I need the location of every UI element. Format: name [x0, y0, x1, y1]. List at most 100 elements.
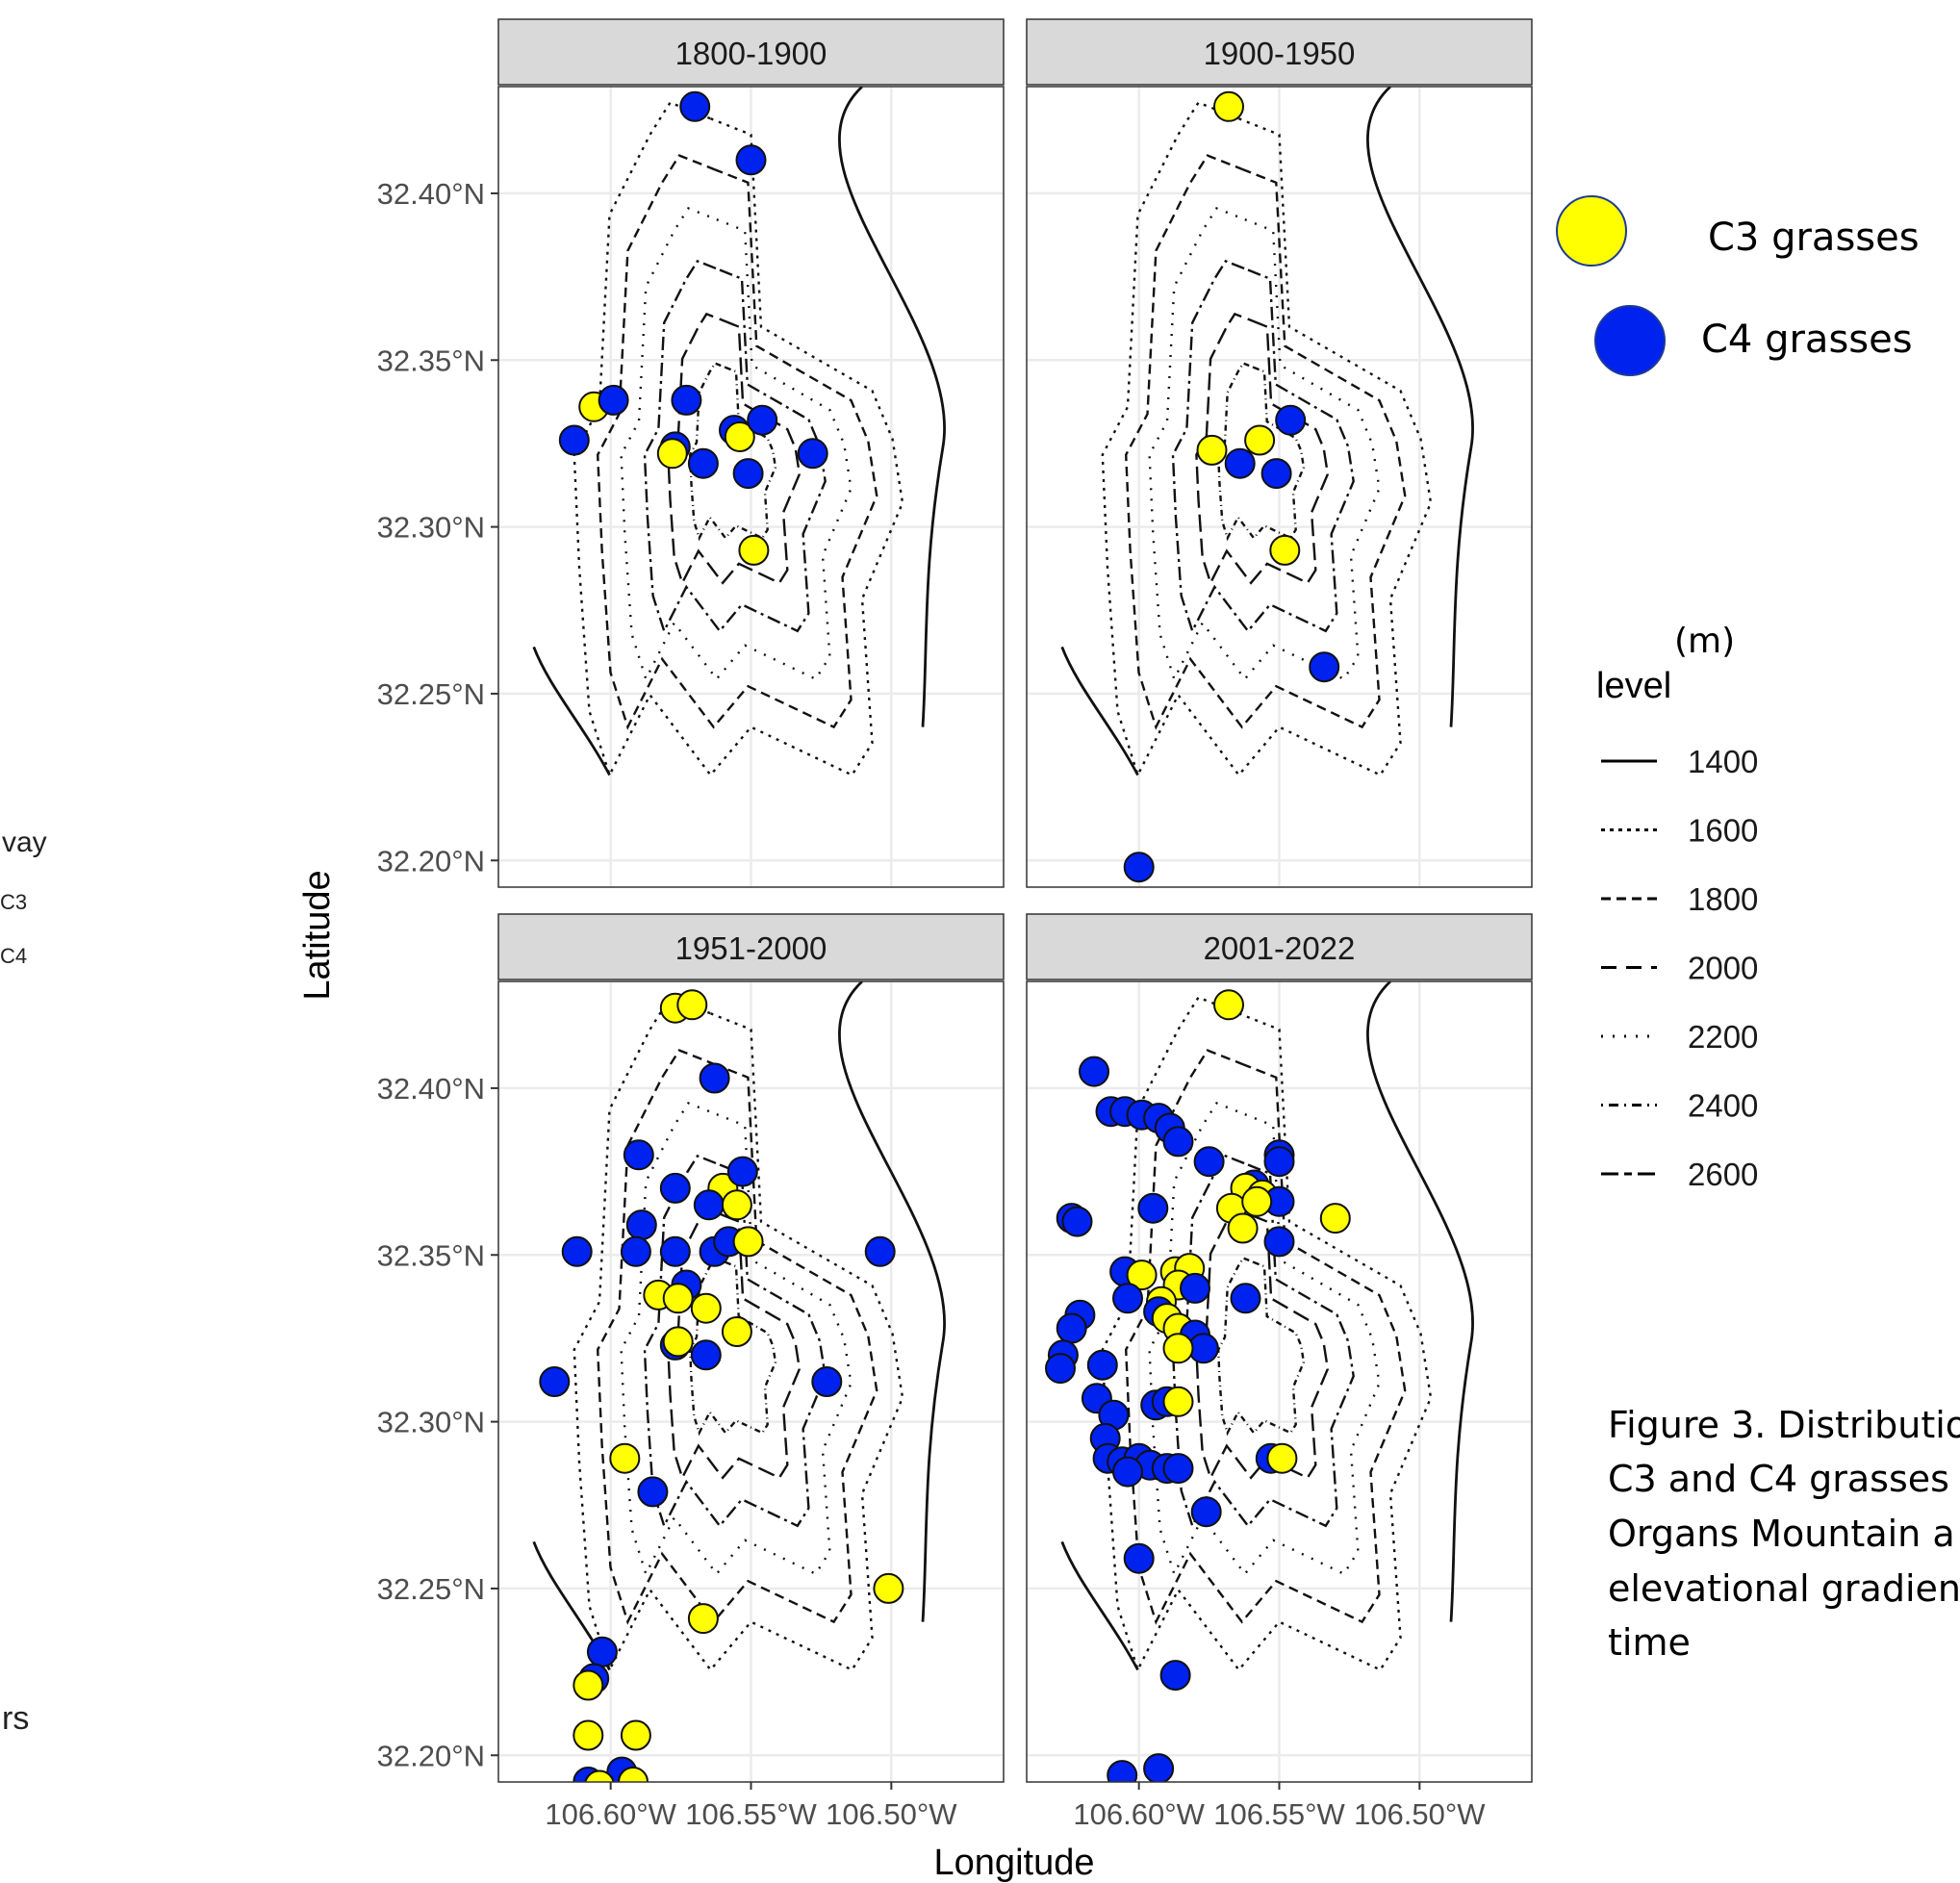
data-point-c4: [1309, 651, 1340, 683]
data-point-c3: [687, 1603, 719, 1635]
elevation-contour: [667, 312, 802, 586]
caption-line-5: time: [1608, 1621, 1691, 1664]
contour-1400-west: [532, 646, 611, 776]
y-tick-label: 32.25°N: [377, 1572, 485, 1606]
data-point-c4: [1193, 1146, 1225, 1178]
x-axes: 106.60°W 106.55°W 106.50°W 106.60°W 106.55°W…: [545, 1782, 1486, 1831]
legend-marker-c3: [1556, 195, 1627, 267]
y-tick-label: 32.20°N: [377, 844, 485, 878]
facet-panel: 2001-2022: [1026, 913, 1533, 1783]
data-point-c4: [1123, 852, 1155, 883]
fragment-text-3: C4: [0, 944, 27, 968]
data-point-c3: [573, 1669, 604, 1701]
data-point-c4: [679, 90, 711, 122]
caption-line-4: elevational gradien: [1608, 1567, 1960, 1610]
data-point-c3: [1241, 1185, 1273, 1217]
data-point-c4: [620, 1235, 651, 1267]
legend-grasses: C3 grasses C4 grasses: [1556, 195, 1920, 376]
contour-1400-east: [838, 980, 946, 1622]
data-point-c4: [693, 1189, 725, 1221]
facet-panels: 1800-1900 1900-1950 1951-2000 2001-2022: [497, 18, 1533, 1783]
panel-border: [1026, 86, 1533, 888]
data-point-c3: [656, 438, 688, 470]
x-tick-label: 106.55°W: [685, 1797, 817, 1831]
data-point-c4: [1159, 1660, 1191, 1692]
x-tick-label: 106.60°W: [545, 1797, 676, 1831]
y-tick-label: 32.40°N: [377, 1072, 485, 1106]
contour-1400-east: [1366, 980, 1474, 1622]
data-point-c3: [732, 1226, 764, 1258]
data-point-c3: [620, 1719, 651, 1751]
data-point-c3: [721, 1316, 752, 1347]
legend-level: (m) level 1400 1600 1800 2000 2200 2400 2600: [1596, 622, 1758, 1192]
elevation-contour: [643, 1154, 827, 1529]
left-cropped-legend-fragment: vay C3 C4 rs: [0, 827, 47, 1737]
data-point-c4: [586, 1636, 618, 1667]
elevation-contour: [1195, 1207, 1330, 1481]
data-point-c4: [747, 404, 778, 436]
legend-level-label: 2200: [1688, 1019, 1758, 1055]
elevation-contour: [643, 259, 827, 634]
facet-strip-label: 1951-2000: [675, 930, 827, 966]
data-point-c3: [1126, 1260, 1158, 1291]
elevation-contour: [1171, 259, 1355, 634]
legend-label-c4: C4 grasses: [1701, 318, 1913, 362]
data-points: [539, 989, 904, 1782]
data-point-c3: [1319, 1203, 1351, 1234]
y-tick-label: 32.20°N: [377, 1739, 485, 1772]
data-point-c3: [1266, 1442, 1298, 1474]
contour-1400-east: [1366, 85, 1474, 727]
data-point-c4: [598, 384, 629, 416]
facet-strip: [1026, 18, 1533, 86]
data-point-c4: [1162, 1453, 1194, 1485]
data-point-c4: [726, 1156, 758, 1187]
x-tick-label: 106.55°W: [1213, 1797, 1345, 1831]
data-point-c3: [1269, 534, 1301, 566]
caption-line-2: C3 and C4 grasses i: [1608, 1458, 1960, 1500]
y-tick-label: 32.35°N: [377, 344, 485, 377]
legend-level-label: 1400: [1688, 744, 1758, 779]
data-point-c4: [561, 1235, 593, 1267]
y-tick-label: 32.30°N: [377, 1406, 485, 1439]
data-point-c4: [659, 1235, 691, 1267]
x-tick-label: 106.60°W: [1073, 1797, 1205, 1831]
data-point-c3: [573, 1719, 604, 1751]
elevation-contour: [1101, 101, 1433, 778]
data-point-c3: [662, 1326, 694, 1358]
elevation-contour: [1171, 1154, 1355, 1529]
data-point-c4: [623, 1139, 654, 1171]
data-point-c3: [738, 534, 770, 566]
legend-level-title: level: [1596, 666, 1671, 706]
data-point-c4: [864, 1235, 896, 1267]
data-point-c3: [721, 1189, 752, 1221]
data-point-c3: [1213, 90, 1244, 122]
facet-strip: [1026, 913, 1533, 980]
facet-strip-label: 1900-1950: [1204, 36, 1356, 71]
data-point-c4: [1086, 1349, 1118, 1381]
data-point-c3: [662, 1283, 694, 1314]
data-points: [558, 90, 828, 566]
data-points: [1045, 989, 1351, 1782]
data-point-c4: [671, 384, 702, 416]
data-point-c4: [1190, 1496, 1222, 1528]
y-tick-label: 32.40°N: [377, 177, 485, 211]
data-point-c4: [1112, 1456, 1143, 1488]
legend-level-label: 1600: [1688, 813, 1758, 849]
data-point-c4: [1230, 1283, 1261, 1314]
y-tick-label: 32.30°N: [377, 511, 485, 545]
elevation-contour: [1101, 996, 1433, 1673]
facet-panel: 1900-1950: [1026, 18, 1533, 888]
legend-marker-c4: [1594, 305, 1666, 376]
data-point-c4: [735, 144, 767, 176]
data-point-c4: [1137, 1192, 1169, 1224]
data-point-c4: [558, 424, 590, 456]
data-point-c4: [699, 1062, 730, 1094]
data-point-c3: [724, 421, 755, 452]
data-point-c3: [1196, 434, 1228, 466]
fragment-text-1: vay: [2, 827, 47, 858]
data-point-c3: [584, 1769, 615, 1782]
data-point-c4: [1275, 404, 1307, 436]
data-point-c4: [1061, 1206, 1093, 1237]
x-tick-label: 106.50°W: [826, 1797, 957, 1831]
